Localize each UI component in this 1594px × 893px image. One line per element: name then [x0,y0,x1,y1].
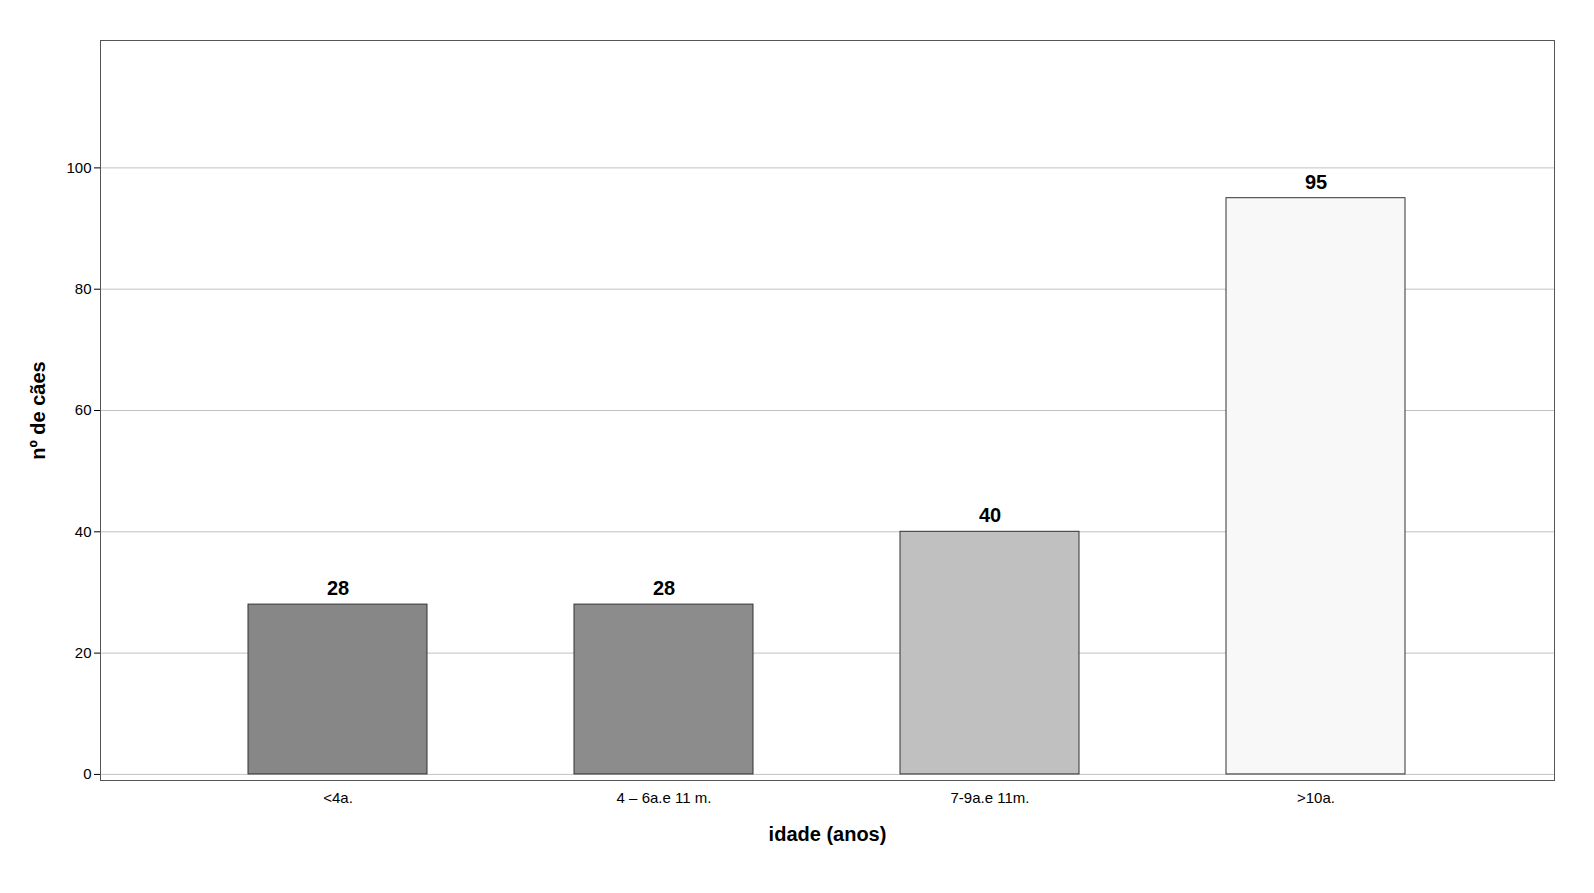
svg-text:4 – 6a.e 11 m.: 4 – 6a.e 11 m. [617,789,712,806]
svg-text:nº de cães: nº de cães [27,361,49,459]
svg-text:95: 95 [1305,171,1327,193]
svg-text:80: 80 [75,280,92,297]
svg-text:100: 100 [66,159,91,176]
svg-text:7-9a.e 11m.: 7-9a.e 11m. [951,789,1030,806]
svg-text:40: 40 [75,523,92,540]
svg-text:60: 60 [75,401,92,418]
svg-text:40: 40 [979,504,1001,526]
svg-text:20: 20 [75,644,92,661]
svg-text:28: 28 [327,577,349,599]
svg-text:0: 0 [83,765,91,782]
svg-text:>10a.: >10a. [1297,789,1335,806]
svg-text:idade (anos): idade (anos) [769,823,887,845]
svg-text:<4a.: <4a. [323,789,353,806]
svg-text:28: 28 [653,577,675,599]
